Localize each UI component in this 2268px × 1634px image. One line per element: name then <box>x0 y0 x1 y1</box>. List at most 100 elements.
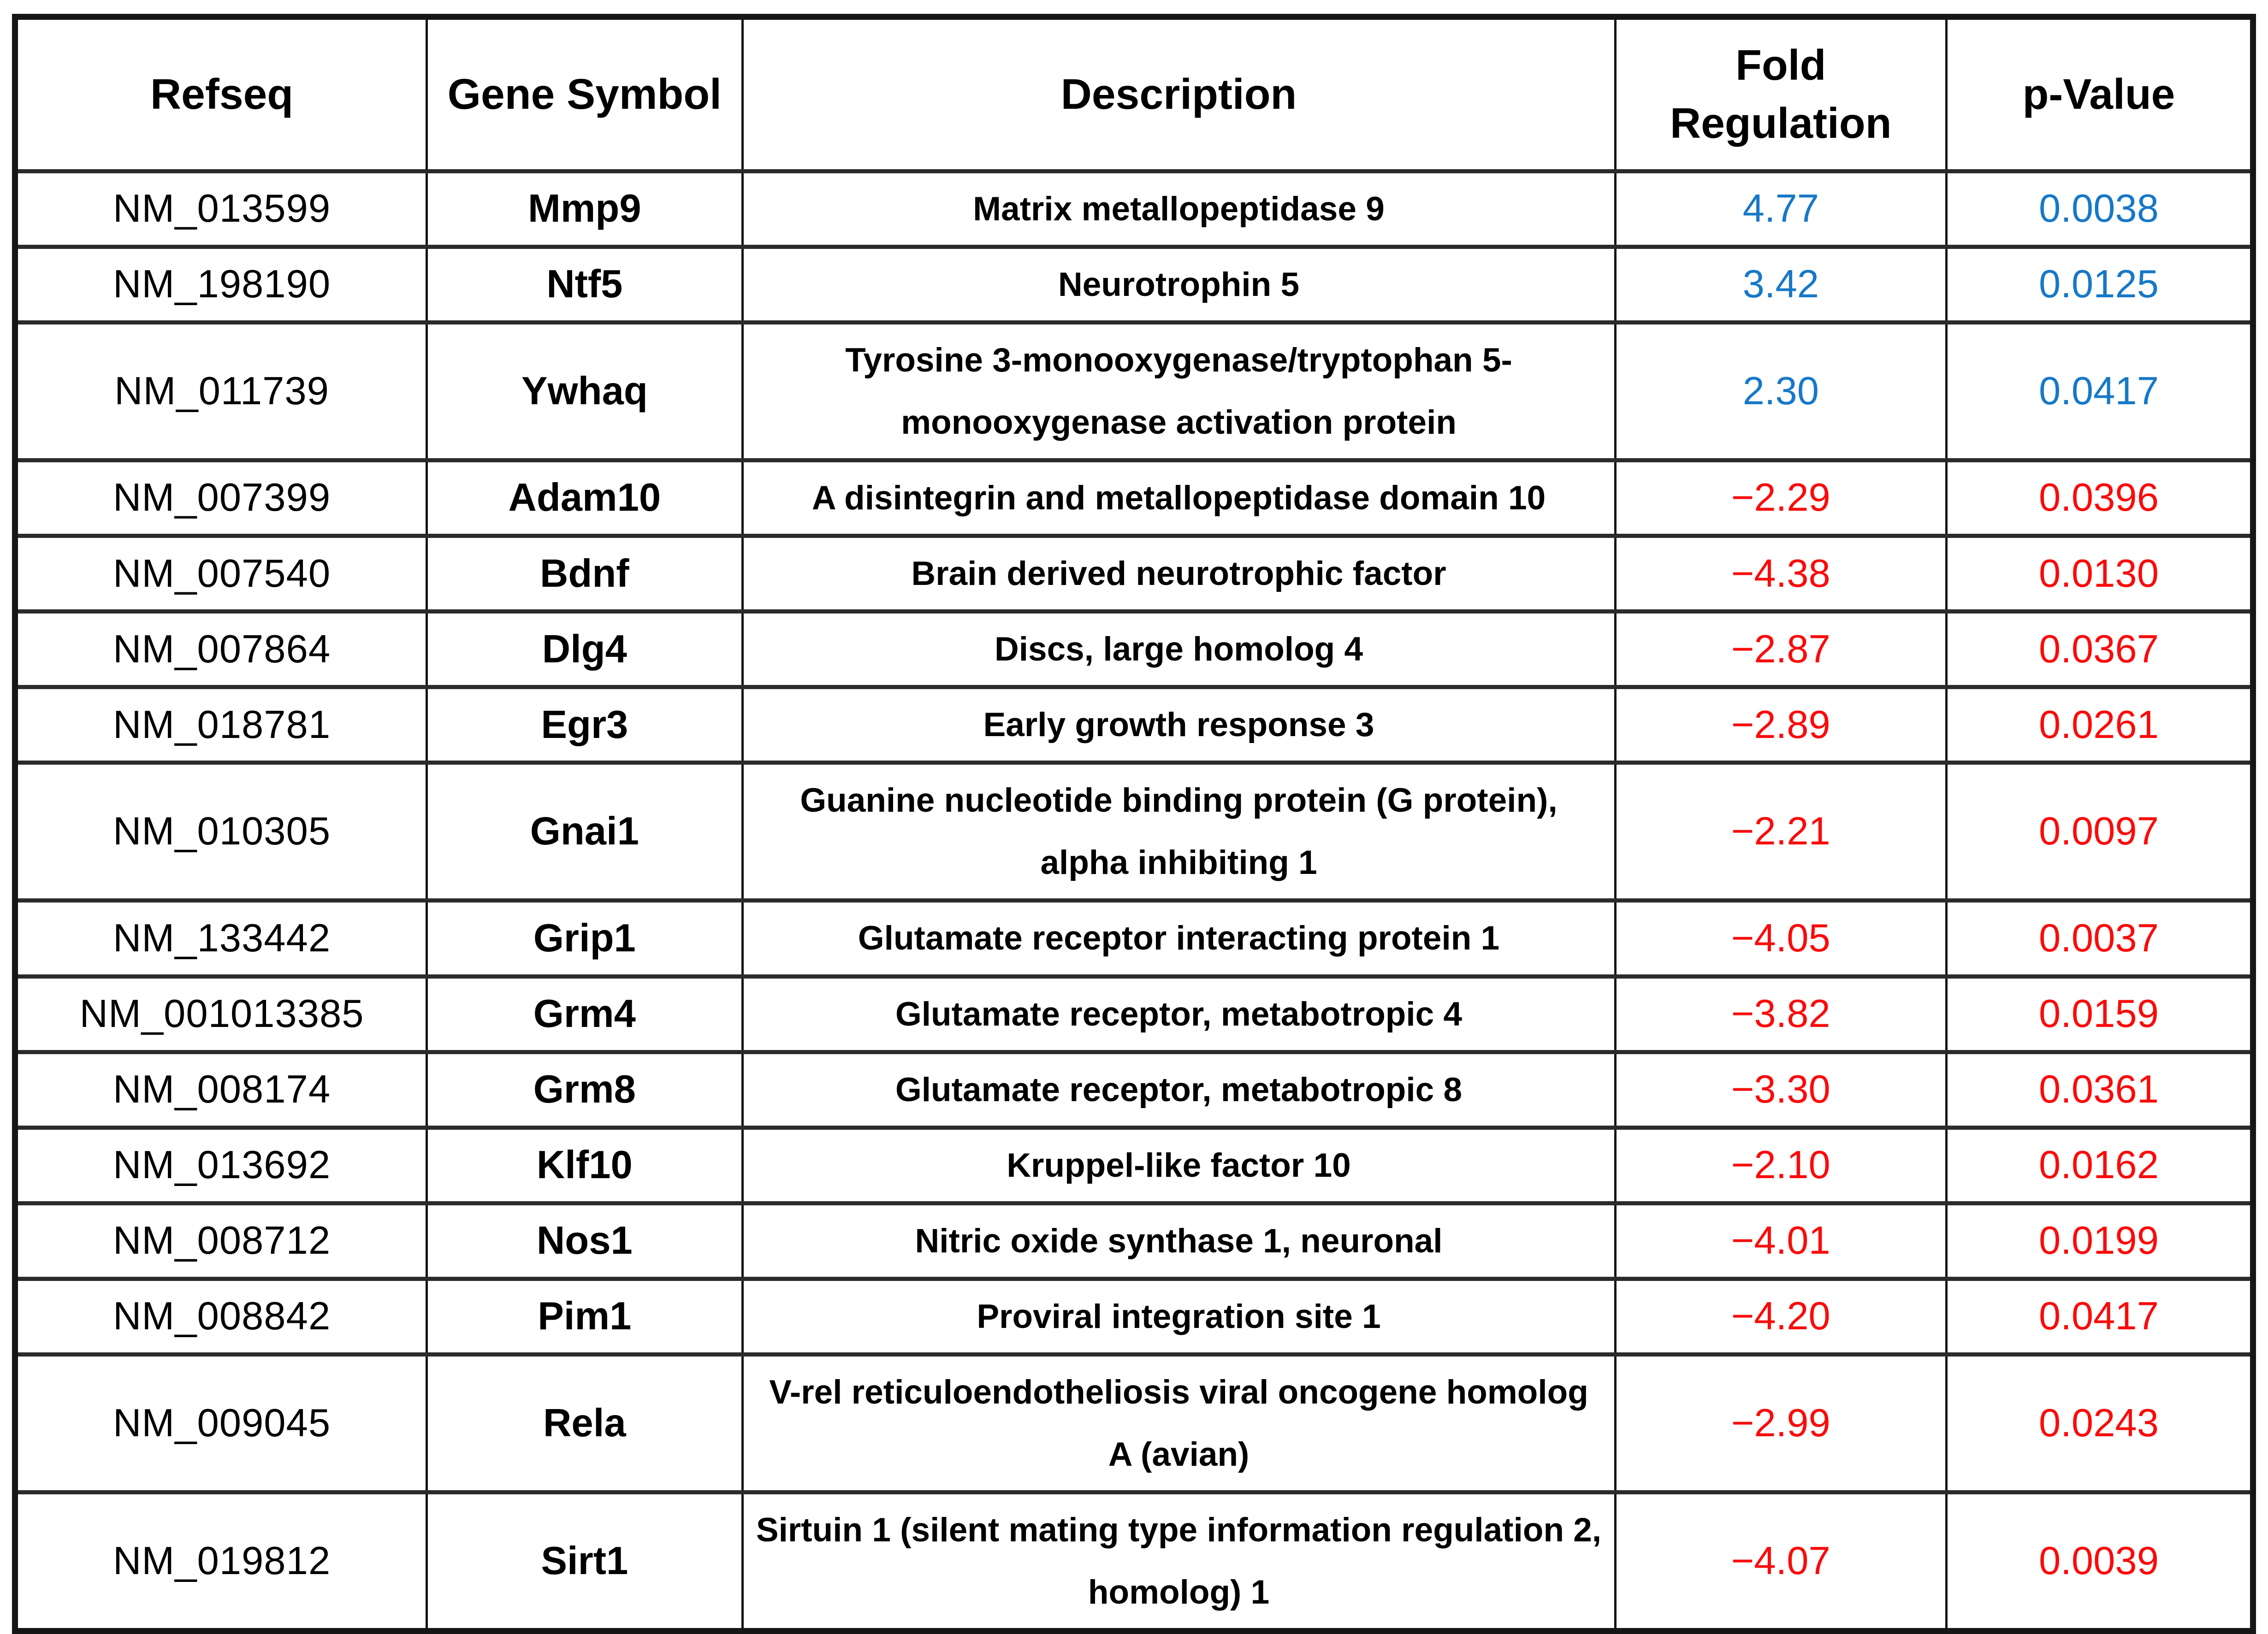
table-row: NM_133442 Grip1 Glutamate receptor inter… <box>13 898 2255 979</box>
cell-gene-symbol: Grm4 <box>426 974 744 1054</box>
cell-refseq: NM_019812 <box>13 1490 428 1633</box>
cell-refseq: NM_008842 <box>13 1276 428 1357</box>
cell-description: Glutamate receptor, metabotropic 8 <box>741 1050 1617 1130</box>
cell-p-value: 0.0417 <box>1945 1276 2255 1357</box>
cell-fold-regulation: −4.05 <box>1614 898 1948 979</box>
cell-fold-regulation: 4.77 <box>1614 169 1948 249</box>
column-header-fold-regulation: Fold Regulation <box>1614 15 1948 173</box>
cell-gene-symbol: Adam10 <box>426 458 744 538</box>
cell-refseq: NM_133442 <box>13 898 428 979</box>
cell-fold-regulation: 2.30 <box>1614 320 1948 463</box>
cell-refseq: NM_007540 <box>13 534 428 614</box>
cell-p-value: 0.0367 <box>1945 609 2255 690</box>
cell-p-value: 0.0361 <box>1945 1050 2255 1130</box>
cell-fold-regulation: 3.42 <box>1614 245 1948 325</box>
cell-p-value: 0.0417 <box>1945 320 2255 463</box>
cell-description: Proviral integration site 1 <box>741 1276 1617 1357</box>
gene-expression-table: Refseq Gene Symbol Description Fold Regu… <box>12 14 2256 1634</box>
cell-fold-regulation: −2.29 <box>1614 458 1948 538</box>
cell-gene-symbol: Rela <box>426 1352 744 1494</box>
table-row: NM_008842 Pim1 Proviral integration site… <box>13 1276 2255 1357</box>
cell-description: Guanine nucleotide binding protein (G pr… <box>741 761 1617 903</box>
cell-refseq: NM_007399 <box>13 458 428 538</box>
cell-refseq: NM_008174 <box>13 1050 428 1130</box>
cell-p-value: 0.0038 <box>1945 169 2255 249</box>
cell-gene-symbol: Pim1 <box>426 1276 744 1357</box>
cell-fold-regulation: −3.82 <box>1614 974 1948 1054</box>
cell-p-value: 0.0159 <box>1945 974 2255 1054</box>
cell-gene-symbol: Nos1 <box>426 1201 744 1281</box>
table-body: NM_013599 Mmp9 Matrix metallopeptidase 9… <box>13 169 2255 1633</box>
cell-fold-regulation: −2.99 <box>1614 1352 1948 1494</box>
table-row: NM_013692 Klf10 Kruppel-like factor 10 −… <box>13 1125 2255 1205</box>
table-row: NM_007399 Adam10 A disintegrin and metal… <box>13 458 2255 538</box>
cell-description: Kruppel-like factor 10 <box>741 1125 1617 1205</box>
table-row: NM_007864 Dlg4 Discs, large homolog 4 −2… <box>13 609 2255 690</box>
cell-fold-regulation: −2.87 <box>1614 609 1948 690</box>
cell-fold-regulation: −4.01 <box>1614 1201 1948 1281</box>
header-row: Refseq Gene Symbol Description Fold Regu… <box>13 15 2255 173</box>
cell-description: Nitric oxide synthase 1, neuronal <box>741 1201 1617 1281</box>
cell-description: V-rel reticuloendotheliosis viral oncoge… <box>741 1352 1617 1494</box>
cell-description: Early growth response 3 <box>741 685 1617 765</box>
cell-p-value: 0.0199 <box>1945 1201 2255 1281</box>
cell-refseq: NM_018781 <box>13 685 428 765</box>
cell-description: Glutamate receptor, metabotropic 4 <box>741 974 1617 1054</box>
cell-p-value: 0.0162 <box>1945 1125 2255 1205</box>
column-header-p-value: p-Value <box>1945 15 2255 173</box>
cell-fold-regulation: −4.07 <box>1614 1490 1948 1633</box>
cell-description: Discs, large homolog 4 <box>741 609 1617 690</box>
cell-refseq: NM_008712 <box>13 1201 428 1281</box>
cell-fold-regulation: −2.89 <box>1614 685 1948 765</box>
cell-p-value: 0.0130 <box>1945 534 2255 614</box>
cell-gene-symbol: Grip1 <box>426 898 744 979</box>
cell-refseq: NM_007864 <box>13 609 428 690</box>
table-row: NM_019812 Sirt1 Sirtuin 1 (silent mating… <box>13 1490 2255 1633</box>
column-header-gene-symbol: Gene Symbol <box>426 15 744 173</box>
cell-p-value: 0.0243 <box>1945 1352 2255 1494</box>
table-row: NM_013599 Mmp9 Matrix metallopeptidase 9… <box>13 169 2255 249</box>
table-row: NM_011739 Ywhaq Tyrosine 3-monooxygenase… <box>13 320 2255 463</box>
cell-gene-symbol: Mmp9 <box>426 169 744 249</box>
cell-refseq: NM_013692 <box>13 1125 428 1205</box>
table-row: NM_007540 Bdnf Brain derived neurotrophi… <box>13 534 2255 614</box>
cell-refseq: NM_198190 <box>13 245 428 325</box>
cell-description: Neurotrophin 5 <box>741 245 1617 325</box>
cell-fold-regulation: −4.38 <box>1614 534 1948 614</box>
cell-p-value: 0.0039 <box>1945 1490 2255 1633</box>
table-row: NM_018781 Egr3 Early growth response 3 −… <box>13 685 2255 765</box>
column-header-refseq: Refseq <box>13 15 428 173</box>
cell-p-value: 0.0261 <box>1945 685 2255 765</box>
cell-gene-symbol: Ntf5 <box>426 245 744 325</box>
cell-refseq: NM_010305 <box>13 761 428 903</box>
cell-refseq: NM_009045 <box>13 1352 428 1494</box>
cell-gene-symbol: Grm8 <box>426 1050 744 1130</box>
cell-fold-regulation: −2.21 <box>1614 761 1948 903</box>
cell-fold-regulation: −2.10 <box>1614 1125 1948 1205</box>
cell-refseq: NM_001013385 <box>13 974 428 1054</box>
cell-gene-symbol: Bdnf <box>426 534 744 614</box>
cell-gene-symbol: Klf10 <box>426 1125 744 1205</box>
table-row: NM_010305 Gnai1 Guanine nucleotide bindi… <box>13 761 2255 903</box>
table-row: NM_009045 Rela V-rel reticuloendothelios… <box>13 1352 2255 1494</box>
cell-gene-symbol: Ywhaq <box>426 320 744 463</box>
cell-description: Tyrosine 3-monooxygenase/tryptophan 5-mo… <box>741 320 1617 463</box>
cell-gene-symbol: Gnai1 <box>426 761 744 903</box>
cell-description: Matrix metallopeptidase 9 <box>741 169 1617 249</box>
cell-fold-regulation: −3.30 <box>1614 1050 1948 1130</box>
cell-gene-symbol: Egr3 <box>426 685 744 765</box>
cell-p-value: 0.0125 <box>1945 245 2255 325</box>
cell-description: Sirtuin 1 (silent mating type informatio… <box>741 1490 1617 1633</box>
cell-p-value: 0.0037 <box>1945 898 2255 979</box>
table-row: NM_008174 Grm8 Glutamate receptor, metab… <box>13 1050 2255 1130</box>
cell-refseq: NM_011739 <box>13 320 428 463</box>
table-row: NM_198190 Ntf5 Neurotrophin 5 3.42 0.012… <box>13 245 2255 325</box>
column-header-description: Description <box>741 15 1617 173</box>
table-row: NM_001013385 Grm4 Glutamate receptor, me… <box>13 974 2255 1054</box>
cell-description: Brain derived neurotrophic factor <box>741 534 1617 614</box>
cell-p-value: 0.0097 <box>1945 761 2255 903</box>
cell-gene-symbol: Sirt1 <box>426 1490 744 1633</box>
cell-p-value: 0.0396 <box>1945 458 2255 538</box>
table-header: Refseq Gene Symbol Description Fold Regu… <box>13 15 2255 173</box>
table-row: NM_008712 Nos1 Nitric oxide synthase 1, … <box>13 1201 2255 1281</box>
